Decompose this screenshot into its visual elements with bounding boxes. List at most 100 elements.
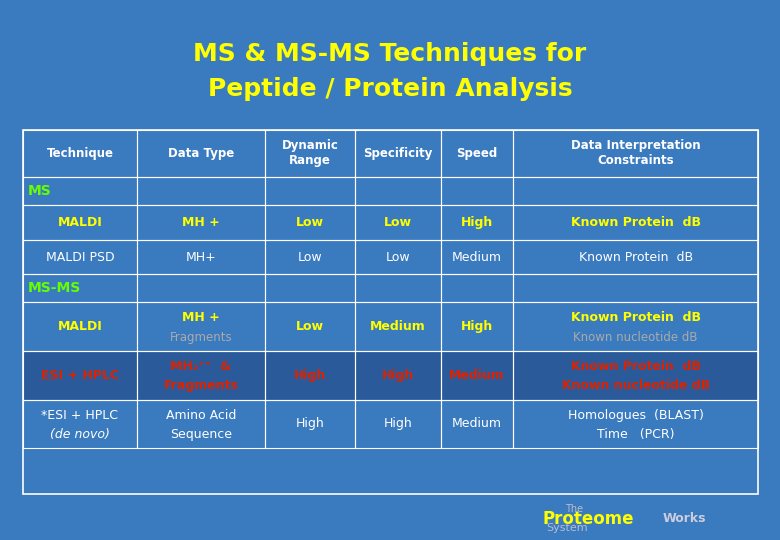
- Bar: [265, 205, 355, 240]
- Bar: [136, 130, 265, 177]
- Bar: [136, 274, 265, 302]
- Bar: [23, 177, 136, 205]
- Bar: [23, 351, 136, 400]
- Bar: [136, 177, 265, 205]
- Bar: [355, 274, 441, 302]
- Text: Data Type: Data Type: [168, 147, 234, 160]
- Text: Specificity: Specificity: [363, 147, 432, 160]
- Text: MALDI PSD: MALDI PSD: [46, 251, 114, 264]
- Bar: [441, 205, 513, 240]
- Bar: [23, 130, 136, 177]
- Text: High: High: [384, 417, 412, 430]
- Text: Speed: Speed: [456, 147, 498, 160]
- Bar: [23, 351, 758, 400]
- Text: MS: MS: [27, 184, 51, 198]
- Bar: [513, 351, 758, 400]
- Bar: [441, 130, 513, 177]
- Bar: [265, 240, 355, 274]
- Text: MALDI: MALDI: [58, 320, 102, 333]
- Text: High: High: [296, 417, 324, 430]
- Bar: [136, 400, 265, 448]
- Bar: [513, 400, 758, 448]
- Bar: [23, 240, 136, 274]
- Text: Known nucleotide dB: Known nucleotide dB: [562, 380, 710, 393]
- Text: Known nucleotide dB: Known nucleotide dB: [573, 331, 698, 344]
- Text: Low: Low: [384, 216, 412, 229]
- Text: MH₂⁺⁺  &: MH₂⁺⁺ &: [170, 360, 232, 373]
- Bar: [513, 274, 758, 302]
- Text: Medium: Medium: [452, 251, 502, 264]
- Text: Known Protein  dB: Known Protein dB: [571, 360, 700, 373]
- Text: Low: Low: [385, 251, 410, 264]
- Bar: [355, 400, 441, 448]
- Text: Homologues  (BLAST): Homologues (BLAST): [568, 409, 704, 422]
- Bar: [513, 177, 758, 205]
- Bar: [441, 240, 513, 274]
- Bar: [265, 400, 355, 448]
- Text: High: High: [461, 216, 493, 229]
- Bar: [265, 274, 355, 302]
- Bar: [23, 274, 136, 302]
- Text: MH+: MH+: [186, 251, 216, 264]
- Text: Low: Low: [296, 320, 324, 333]
- Text: High: High: [461, 320, 493, 333]
- Text: Data Interpretation
Constraints: Data Interpretation Constraints: [571, 139, 700, 167]
- Text: Known Protein  dB: Known Protein dB: [571, 216, 700, 229]
- Text: Technique: Technique: [47, 147, 113, 160]
- Text: High: High: [294, 369, 326, 382]
- Text: Known Protein  dB: Known Protein dB: [579, 251, 693, 264]
- Bar: [355, 130, 441, 177]
- Bar: [23, 130, 758, 494]
- Bar: [513, 130, 758, 177]
- Bar: [441, 302, 513, 351]
- Bar: [513, 205, 758, 240]
- Bar: [441, 400, 513, 448]
- Bar: [265, 302, 355, 351]
- Text: MALDI: MALDI: [58, 216, 102, 229]
- Bar: [136, 302, 265, 351]
- Bar: [265, 130, 355, 177]
- Text: Peptide / Protein Analysis: Peptide / Protein Analysis: [207, 77, 573, 100]
- Text: (de novo): (de novo): [50, 428, 110, 441]
- Text: High: High: [381, 369, 414, 382]
- Bar: [23, 205, 136, 240]
- Bar: [136, 240, 265, 274]
- Text: The: The: [566, 504, 583, 514]
- Bar: [265, 351, 355, 400]
- Text: Medium: Medium: [449, 369, 505, 382]
- Bar: [513, 240, 758, 274]
- Text: Medium: Medium: [370, 320, 426, 333]
- Text: Medium: Medium: [452, 417, 502, 430]
- Bar: [23, 400, 136, 448]
- Bar: [355, 240, 441, 274]
- Bar: [441, 274, 513, 302]
- Text: ESI + HPLC: ESI + HPLC: [41, 369, 119, 382]
- Text: Low: Low: [296, 216, 324, 229]
- Bar: [441, 177, 513, 205]
- Bar: [513, 302, 758, 351]
- Text: Fragments: Fragments: [164, 380, 238, 393]
- Bar: [355, 302, 441, 351]
- Text: MH +: MH +: [182, 216, 220, 229]
- Text: Works: Works: [663, 512, 707, 525]
- Bar: [23, 302, 136, 351]
- Text: Time   (PCR): Time (PCR): [597, 428, 675, 441]
- Bar: [355, 351, 441, 400]
- Text: MS-MS: MS-MS: [27, 281, 80, 295]
- Text: Proteome: Proteome: [542, 510, 633, 529]
- Bar: [136, 205, 265, 240]
- Bar: [355, 177, 441, 205]
- Text: Low: Low: [298, 251, 322, 264]
- Text: Dynamic
Range: Dynamic Range: [282, 139, 339, 167]
- Bar: [441, 351, 513, 400]
- Text: Fragments: Fragments: [169, 331, 232, 344]
- Text: Amino Acid: Amino Acid: [165, 409, 236, 422]
- Bar: [265, 177, 355, 205]
- Bar: [136, 351, 265, 400]
- Text: Known Protein  dB: Known Protein dB: [571, 312, 700, 325]
- Text: System: System: [546, 523, 587, 533]
- Text: Sequence: Sequence: [170, 428, 232, 441]
- Text: MS & MS-MS Techniques for: MS & MS-MS Techniques for: [193, 42, 587, 66]
- Text: *ESI + HPLC: *ESI + HPLC: [41, 409, 119, 422]
- Text: MH +: MH +: [182, 312, 220, 325]
